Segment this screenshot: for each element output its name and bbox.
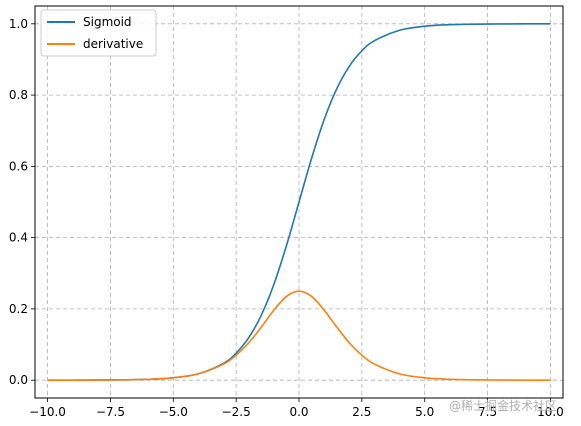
legend-label-sigmoid: Sigmoid: [83, 15, 132, 29]
y-tick-label: 0.4: [9, 231, 28, 245]
x-tick-label: 2.5: [352, 405, 371, 419]
y-axis: 0.0 0.2 0.4 0.6 0.8 1.0: [9, 17, 35, 387]
x-tick-label: −7.5: [96, 405, 125, 419]
series-line-derivative: [47, 290, 551, 381]
legend-label-derivative: derivative: [83, 37, 143, 51]
watermark: @稀土掘金技术社区: [449, 399, 558, 413]
y-tick-label: 0.2: [9, 302, 28, 316]
y-tick-label: 0.8: [9, 88, 28, 102]
x-tick-label: 5.0: [415, 405, 434, 419]
legend: Sigmoid derivative: [40, 9, 157, 57]
x-axis: −10.0 −7.5 −5.0 −2.5 0.0 2.5 5.0 7.5 10.0: [29, 398, 564, 419]
x-tick-label: −5.0: [159, 405, 188, 419]
series-lines: [47, 23, 551, 381]
x-tick-label: 0.0: [289, 405, 308, 419]
x-tick-label: −10.0: [29, 405, 66, 419]
y-tick-label: 1.0: [9, 17, 28, 31]
x-tick-label: 10.0: [537, 405, 564, 419]
x-tick-label: 7.5: [478, 405, 497, 419]
y-tick-label: 0.6: [9, 159, 28, 173]
x-tick-label: −2.5: [222, 405, 251, 419]
y-tick-label: 0.0: [9, 373, 28, 387]
